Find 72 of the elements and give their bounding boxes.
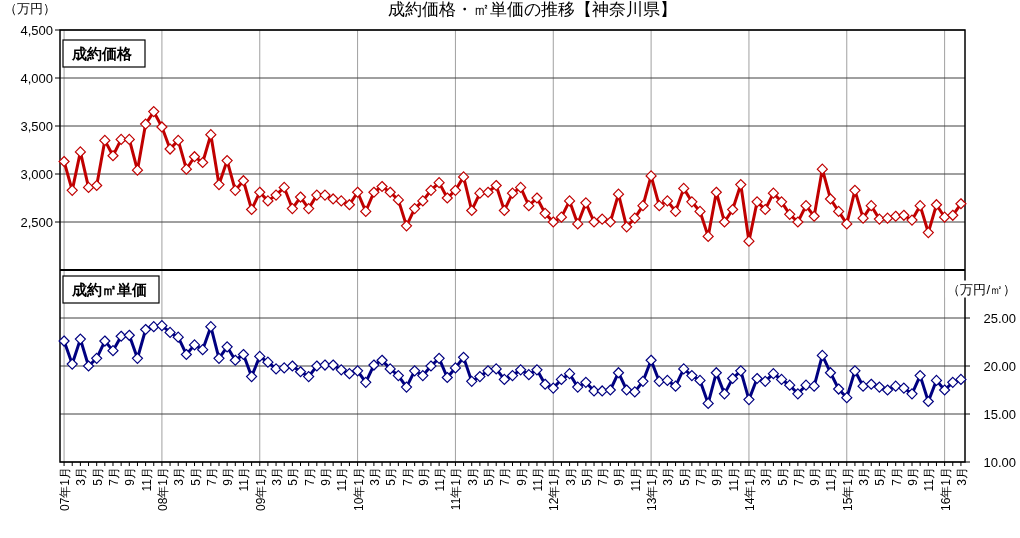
- x-tick-label: 9月: [221, 467, 236, 486]
- y2-tick-label: 20.00: [983, 359, 1016, 374]
- x-tick-label: 3月: [172, 467, 187, 486]
- x-tick-label: 5月: [873, 467, 888, 486]
- x-tick-label: 7月: [889, 467, 904, 486]
- x-tick-label: 12年1月: [547, 467, 562, 512]
- x-tick-label: 11年1月: [449, 467, 464, 511]
- x-tick-label: 9月: [906, 467, 920, 486]
- y2-tick-label: 15.00: [983, 407, 1016, 422]
- y-axis-title: （万円）: [4, 1, 56, 16]
- annotation: 成約㎡単価: [62, 275, 160, 304]
- x-tick-label: 7月: [596, 467, 611, 486]
- x-tick-label: 5月: [482, 467, 497, 486]
- x-tick-label: 5月: [579, 467, 594, 486]
- x-tick-label: 13年1月: [645, 467, 660, 512]
- x-tick-label: 08年1月: [155, 467, 170, 512]
- x-tick-label: 11月: [237, 467, 252, 492]
- x-tick-label: 11月: [922, 467, 937, 492]
- x-tick-label: 7月: [107, 467, 121, 486]
- y-tick-label: 3,000: [20, 167, 53, 182]
- x-tick-label: 7月: [302, 467, 317, 486]
- y2-tick-label: 25.00: [983, 311, 1016, 326]
- annotation: 成約㎡単価: [71, 281, 147, 298]
- x-tick-label: 3月: [954, 467, 969, 486]
- x-tick-label: 9月: [808, 467, 823, 486]
- x-tick-label: 11月: [628, 467, 643, 492]
- x-tick-label: 10年1月: [351, 467, 366, 512]
- x-tick-label: 16年1月: [938, 467, 953, 512]
- x-tick-label: 3月: [367, 467, 382, 486]
- x-tick-label: 14年1月: [742, 467, 757, 512]
- x-tick-label: 7月: [791, 467, 806, 486]
- y2-axis-title: （万円/㎡）: [947, 281, 1016, 297]
- x-tick-label: 5月: [90, 467, 105, 486]
- x-tick-label: 9月: [612, 467, 627, 486]
- x-tick-label: 3月: [661, 467, 676, 486]
- x-tick-label: 9月: [318, 467, 333, 486]
- x-tick-label: 9月: [123, 467, 138, 486]
- x-tick-label: 7月: [204, 467, 219, 486]
- x-tick-label: 5月: [384, 467, 399, 486]
- x-tick-label: 9月: [416, 467, 431, 486]
- x-tick-label: 11月: [139, 467, 154, 492]
- x-tick-label: 7月: [694, 467, 709, 486]
- x-tick-label: 7月: [400, 467, 415, 486]
- x-tick-label: 9月: [710, 467, 725, 486]
- y-tick-label: 3,500: [20, 119, 53, 134]
- y-tick-label: 2,500: [20, 215, 53, 230]
- chart-title: 成約価格・㎡単価の推移【神奈川県】: [388, 0, 677, 19]
- x-tick-label: 9月: [514, 467, 529, 486]
- x-tick-label: 3月: [759, 467, 774, 486]
- x-tick-label: 5月: [677, 467, 692, 486]
- x-tick-label: 11月: [530, 467, 545, 492]
- x-tick-label: 5月: [188, 467, 203, 486]
- x-tick-label: 3月: [857, 467, 872, 486]
- x-tick-label: 5月: [775, 467, 790, 486]
- y2-tick-label: 10.00: [983, 455, 1016, 470]
- x-tick-label: 7月: [498, 467, 513, 486]
- x-tick-label: 5月: [286, 467, 301, 486]
- x-tick-label: 11月: [824, 467, 839, 492]
- x-tick-label: 3月: [74, 467, 89, 486]
- x-tick-label: 3月: [270, 467, 285, 486]
- annotation: 成約価格: [71, 45, 133, 62]
- x-tick-label: 07年1月: [58, 467, 73, 512]
- x-tick-label: 09年1月: [253, 467, 268, 512]
- x-tick-label: 11月: [335, 467, 350, 492]
- x-tick-label: 15年1月: [840, 467, 855, 512]
- x-tick-label: 11月: [726, 467, 741, 492]
- annotation: 成約価格: [62, 39, 146, 68]
- y-tick-label: 4,500: [20, 23, 53, 38]
- x-tick-label: 11月: [433, 467, 448, 492]
- x-tick-label: 3月: [563, 467, 578, 486]
- y-tick-label: 4,000: [20, 71, 53, 86]
- x-tick-label: 3月: [465, 467, 480, 486]
